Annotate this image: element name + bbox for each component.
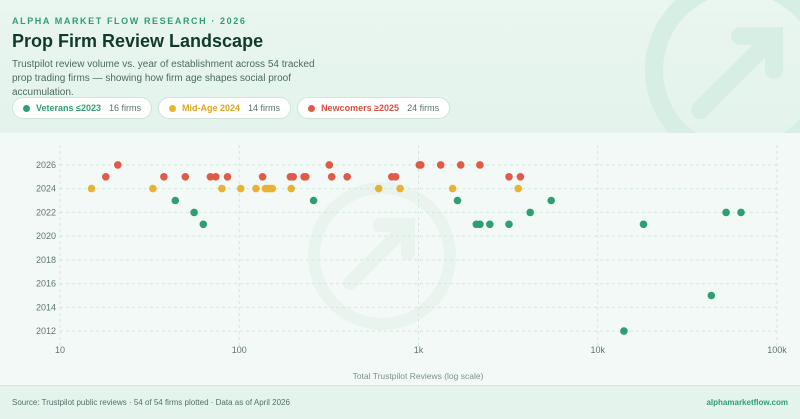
data-point[interactable] xyxy=(309,196,318,205)
y-tick-label: 2016 xyxy=(36,279,56,289)
data-point[interactable] xyxy=(374,184,383,193)
data-point[interactable] xyxy=(737,208,745,217)
y-tick-label: 2024 xyxy=(36,184,56,194)
data-point[interactable] xyxy=(87,184,96,193)
legend-dot xyxy=(308,104,316,112)
legend-dot xyxy=(169,104,177,112)
x-tick-label: 100 xyxy=(232,345,247,355)
legend-label: Veterans ≤2023 xyxy=(36,103,101,113)
data-point[interactable] xyxy=(722,208,730,217)
site-link[interactable]: alphamarketflow.com xyxy=(706,398,788,407)
data-point[interactable] xyxy=(516,173,525,181)
data-point[interactable] xyxy=(436,161,445,169)
data-point[interactable] xyxy=(547,196,555,205)
data-point[interactable] xyxy=(453,196,462,205)
chart-area: 2012 2014 2016 2018 2020 2022 2024 2026 10 100 1k 1… xyxy=(0,133,800,385)
legend-count: 24 firms xyxy=(407,103,440,113)
data-point[interactable] xyxy=(526,208,534,217)
data-point[interactable] xyxy=(149,184,157,193)
data-point[interactable] xyxy=(218,184,226,193)
page-title: Prop Firm Review Landscape xyxy=(12,31,264,51)
legend-count: 16 firms xyxy=(109,103,142,113)
data-point[interactable] xyxy=(171,196,180,205)
data-point[interactable] xyxy=(396,184,404,193)
kicker: ALPHA MARKET FLOW RESEARCH · 2026 xyxy=(12,16,247,26)
x-axis-label: Total Trustpilot Reviews (log scale) xyxy=(353,371,484,381)
header: ALPHA MARKET FLOW RESEARCH · 2026 Prop F… xyxy=(0,0,800,133)
footer: Source: Trustpilot public reviews · 54 o… xyxy=(0,385,800,419)
legend-count: 14 firms xyxy=(248,103,281,113)
legend: Veterans ≤2023 16 firms Mid-Age 2024 14 … xyxy=(12,97,451,119)
brand-watermark-icon xyxy=(645,0,800,133)
data-point[interactable] xyxy=(190,208,198,217)
data-point[interactable] xyxy=(472,220,481,229)
legend-item-newcomers[interactable]: Newcomers ≥2025 24 firms xyxy=(297,97,451,119)
data-point[interactable] xyxy=(327,173,336,181)
data-point[interactable] xyxy=(476,161,484,169)
data-point[interactable] xyxy=(206,173,215,181)
data-point[interactable] xyxy=(300,173,308,181)
x-tick-label: 10 xyxy=(55,345,65,355)
legend-label: Newcomers ≥2025 xyxy=(321,103,400,113)
y-tick-label: 2022 xyxy=(36,207,56,217)
data-point[interactable] xyxy=(620,327,628,335)
page-subtitle: Trustpilot review volume vs. year of est… xyxy=(12,59,315,98)
data-point[interactable] xyxy=(237,184,245,193)
y-tick-label: 2026 xyxy=(36,160,56,170)
data-point[interactable] xyxy=(160,173,168,181)
y-tick-label: 2018 xyxy=(36,255,56,265)
data-point[interactable] xyxy=(486,220,494,229)
y-tick-label: 2020 xyxy=(36,231,56,241)
source-note: Source: Trustpilot public reviews · 54 o… xyxy=(12,398,290,407)
data-point[interactable] xyxy=(325,161,334,169)
data-point[interactable] xyxy=(223,173,232,181)
data-point[interactable] xyxy=(287,184,296,193)
legend-item-veterans[interactable]: Veterans ≤2023 16 firms xyxy=(12,97,153,119)
data-point[interactable] xyxy=(102,173,110,181)
scatter-chart: 2012 2014 2016 2018 2020 2022 2024 2026 10 100 1k 1… xyxy=(36,145,787,381)
data-point[interactable] xyxy=(505,220,513,229)
y-tick-label: 2014 xyxy=(36,302,56,312)
data-point[interactable] xyxy=(264,184,273,193)
data-point[interactable] xyxy=(252,184,260,193)
legend-dot xyxy=(23,104,30,112)
data-point[interactable] xyxy=(505,173,513,181)
data-point[interactable] xyxy=(343,173,352,181)
data-point[interactable] xyxy=(391,173,400,181)
data-point[interactable] xyxy=(212,173,220,181)
chart-watermark-icon xyxy=(308,182,456,330)
data-point[interactable] xyxy=(199,220,208,229)
data-point[interactable] xyxy=(456,161,465,169)
x-tick-label: 10k xyxy=(590,345,605,355)
data-point[interactable] xyxy=(639,220,648,229)
data-point[interactable] xyxy=(514,184,522,193)
legend-label: Mid-Age 2024 xyxy=(182,103,241,113)
x-tick-label: 100k xyxy=(767,345,787,355)
data-point[interactable] xyxy=(448,184,457,193)
data-point[interactable] xyxy=(258,173,267,181)
data-point[interactable] xyxy=(707,291,716,300)
y-tick-label: 2012 xyxy=(36,326,56,336)
legend-item-midage[interactable]: Mid-Age 2024 14 firms xyxy=(158,97,292,119)
data-point[interactable] xyxy=(289,173,298,181)
data-point[interactable] xyxy=(181,173,190,181)
data-point[interactable] xyxy=(417,161,425,169)
data-point[interactable] xyxy=(114,161,122,169)
x-tick-label: 1k xyxy=(414,345,424,355)
